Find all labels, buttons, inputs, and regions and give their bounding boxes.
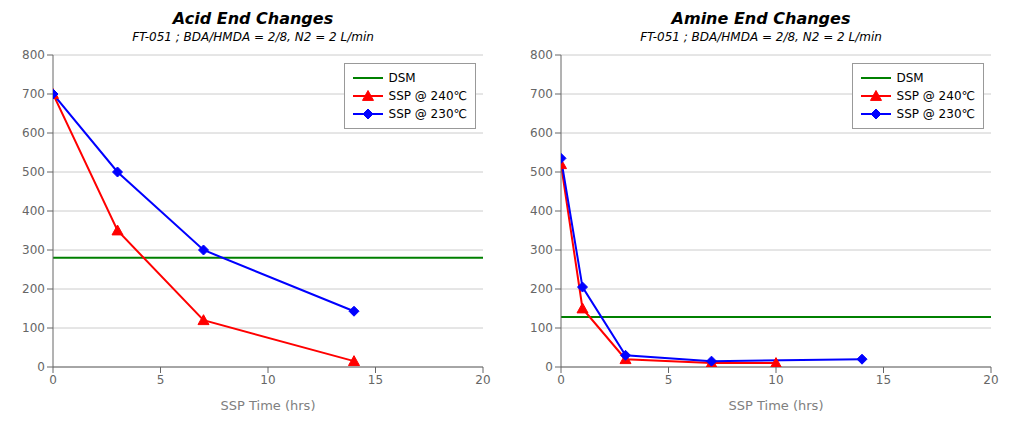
svg-text:SSP Time (hrs): SSP Time (hrs) (221, 398, 316, 413)
svg-text:15: 15 (876, 373, 891, 387)
svg-text:SSP Time (hrs): SSP Time (hrs) (729, 398, 824, 413)
html-text:SSP @ 230℃: SSP @ 230℃ (896, 107, 975, 121)
svg-text:800: 800 (530, 48, 553, 62)
svg-text:700: 700 (22, 87, 45, 101)
svg-text:15: 15 (368, 373, 383, 387)
html-text:SSP @ 240℃: SSP @ 240℃ (388, 89, 467, 103)
html-text:SSP @ 230℃: SSP @ 230℃ (388, 107, 467, 121)
svg-text:800: 800 (22, 48, 45, 62)
svg-text:500: 500 (530, 165, 553, 179)
html-text:Amine End Changes: Amine End Changes (671, 9, 851, 28)
svg-text:5: 5 (665, 373, 673, 387)
html-text:DSM: DSM (388, 71, 416, 85)
svg-text:200: 200 (22, 282, 45, 296)
svg-text:300: 300 (530, 243, 553, 257)
html-text:DSM: DSM (896, 71, 924, 85)
svg-text:600: 600 (22, 126, 45, 140)
svg-text:0: 0 (37, 360, 45, 374)
svg-text:100: 100 (530, 321, 553, 335)
svg-text:0: 0 (545, 360, 553, 374)
svg-text:10: 10 (260, 373, 275, 387)
html-text:SSP @ 240℃: SSP @ 240℃ (896, 89, 975, 103)
svg-text:0: 0 (557, 373, 565, 387)
svg-text:20: 20 (475, 373, 490, 387)
html-text:FT-051 ; BDA/HMDA = 2/8, N2 =: FT-051 ; BDA/HMDA = 2/8, N2 = 2 L/min (132, 30, 374, 44)
svg-text:100: 100 (22, 321, 45, 335)
svg-text:0: 0 (49, 373, 57, 387)
svg-text:300: 300 (22, 243, 45, 257)
html-text:FT-051 ; BDA/HMDA = 2/8, N2 =: FT-051 ; BDA/HMDA = 2/8, N2 = 2 L/min (640, 30, 882, 44)
svg-text:700: 700 (530, 87, 553, 101)
html-text:Acid End Changes: Acid End Changes (172, 9, 334, 28)
svg-text:500: 500 (22, 165, 45, 179)
svg-text:5: 5 (157, 373, 165, 387)
svg-text:400: 400 (530, 204, 553, 218)
svg-text:20: 20 (983, 373, 998, 387)
svg-text:10: 10 (768, 373, 783, 387)
svg-text:600: 600 (530, 126, 553, 140)
svg-text:200: 200 (530, 282, 553, 296)
svg-text:400: 400 (22, 204, 45, 218)
